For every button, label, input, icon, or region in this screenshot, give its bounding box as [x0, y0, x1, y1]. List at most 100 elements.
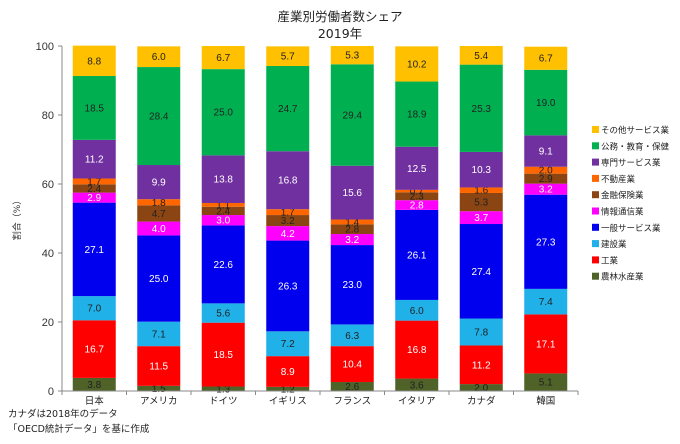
bar-segment [459, 345, 503, 385]
data-label: 2.0 [474, 383, 488, 394]
x-category-label: カナダ [467, 395, 496, 407]
bar-segment [72, 192, 116, 203]
bar-segment [137, 385, 181, 391]
bar-segment [459, 151, 503, 188]
bars: 3.816.77.027.12.92.41.711.218.58.81.511.… [72, 45, 568, 395]
data-label: 24.7 [278, 104, 298, 115]
data-label: 2.9 [87, 193, 101, 204]
bar-segment [72, 296, 116, 321]
x-category-label: フランス [333, 396, 371, 407]
data-label: 3.0 [216, 216, 230, 227]
data-label: 17.1 [536, 339, 556, 350]
bar-segment [395, 192, 439, 201]
bar-segment [524, 46, 568, 70]
bar-segment [201, 225, 245, 304]
bar-segment [137, 235, 181, 322]
data-label: 1.2 [281, 384, 295, 395]
legend-swatch [592, 142, 599, 150]
data-label: 2.0 [539, 166, 553, 177]
legend-swatch [592, 207, 599, 215]
legend-label: 建設業 [601, 239, 627, 250]
legend: その他サービス業公務・教育・保健専門サービス業不動産業金融保険業情報通信業一般サ… [592, 125, 670, 283]
bar-segment [524, 373, 568, 391]
bar-segment [266, 356, 310, 387]
data-label: 16.7 [85, 345, 105, 356]
data-label: 6.0 [410, 306, 424, 317]
data-label: 27.1 [85, 245, 105, 256]
bar-segment [330, 224, 374, 235]
data-label: 2.8 [410, 201, 424, 212]
legend-swatch [592, 191, 599, 199]
data-label: 28.4 [149, 112, 169, 123]
legend-swatch [592, 240, 599, 248]
footnote-1: カナダは2018年のデータ [8, 408, 118, 420]
data-label: 5.3 [345, 51, 359, 62]
data-label: 4.7 [152, 209, 166, 220]
data-label: 11.2 [472, 360, 491, 371]
data-label: 10.2 [407, 59, 427, 70]
bar-segment [266, 66, 310, 152]
legend-label: 金融保険業 [601, 190, 644, 201]
data-label: 15.6 [343, 188, 363, 199]
data-label: 1.3 [216, 384, 230, 395]
bar-segment [330, 64, 374, 166]
bar-segment [330, 234, 374, 246]
data-label: 7.0 [87, 304, 101, 315]
bar-segment [330, 346, 374, 383]
data-label: 25.0 [149, 274, 169, 285]
bar-segment [201, 46, 245, 70]
data-label: 25.0 [214, 108, 234, 119]
bar-segment [266, 240, 310, 332]
data-label: 3.8 [87, 380, 101, 391]
data-label: 7.1 [152, 329, 166, 340]
legend-label: 不動産業 [601, 174, 636, 185]
y-tick-label: 80 [42, 110, 54, 122]
data-label: 3.7 [474, 213, 488, 224]
data-label: 1.6 [474, 186, 488, 197]
bar-segment [459, 318, 503, 346]
bar-segment [459, 384, 503, 391]
data-label: 3.2 [539, 185, 553, 196]
data-label: 2.8 [345, 225, 359, 236]
x-category-label: アメリカ [140, 396, 178, 407]
data-label: 4.0 [152, 224, 166, 235]
bar-segment [395, 200, 439, 210]
bar-segment [330, 219, 374, 225]
bar-segment [266, 151, 310, 210]
x-category-label: イギリス [269, 396, 307, 407]
y-tick-label: 60 [42, 179, 54, 191]
data-label: 16.8 [407, 345, 427, 356]
legend-swatch [592, 158, 599, 166]
bar-segment [395, 299, 439, 321]
data-label: 5.3 [474, 198, 488, 209]
bar-segment [459, 187, 503, 193]
legend-label: 農林水産業 [601, 272, 644, 283]
data-label: 19.0 [536, 98, 556, 109]
bar-segment [524, 135, 568, 167]
bar-segment [201, 386, 245, 391]
data-label: 7.8 [474, 328, 488, 339]
bar-segment [330, 245, 374, 325]
data-label: 5.1 [539, 378, 553, 389]
data-label: 1.8 [152, 198, 166, 209]
data-label: 23.0 [343, 280, 363, 291]
bar-segment [266, 209, 310, 216]
bar-segment [524, 288, 568, 315]
data-label: 7.4 [539, 297, 553, 308]
bar-segment [524, 183, 568, 195]
bar-segment [395, 378, 439, 391]
data-label: 11.2 [85, 155, 104, 166]
bar-segment [72, 377, 116, 391]
data-label: 29.4 [343, 111, 363, 122]
data-label: 2.4 [216, 206, 230, 217]
data-label: 5.6 [216, 309, 230, 320]
data-label: 2.3 [410, 192, 424, 203]
data-label: 22.6 [214, 260, 234, 271]
legend-swatch [592, 223, 599, 231]
bar-segment [137, 346, 181, 386]
data-label: 3.2 [345, 235, 359, 246]
bar-segment [201, 155, 245, 203]
data-label: 2.9 [539, 174, 553, 185]
axes [61, 46, 579, 395]
